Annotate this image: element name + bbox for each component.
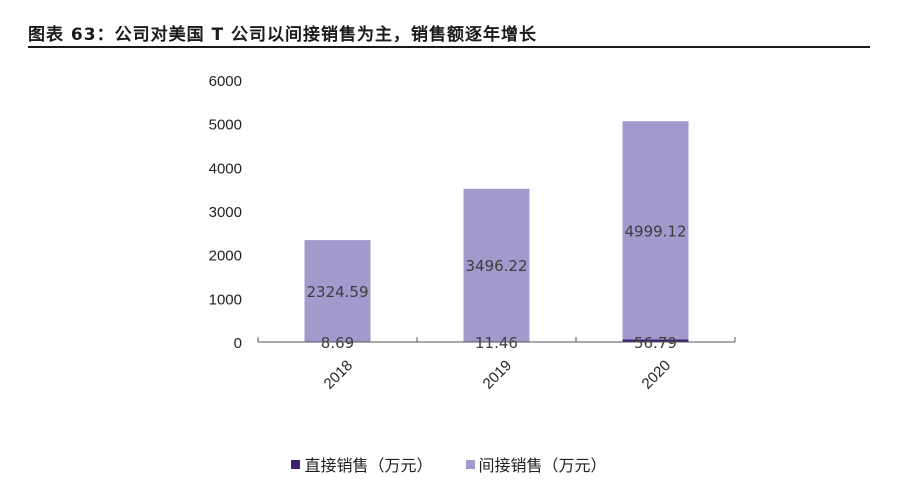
data-label-indirect: 3496.22 — [465, 257, 527, 275]
data-label-direct: 8.69 — [321, 334, 354, 352]
title-underline — [28, 46, 870, 48]
data-label-direct: 11.46 — [475, 334, 518, 352]
chart-title: 图表 63：公司对美国 T 公司以间接销售为主，销售额逐年增长 — [28, 25, 538, 45]
legend-swatch-indirect — [465, 459, 475, 469]
y-tick-label: 2000 — [209, 248, 242, 265]
chart-legend: 直接销售（万元） 间接销售（万元） — [0, 452, 898, 476]
data-label-direct: 56.79 — [634, 334, 677, 352]
y-tick-label: 6000 — [209, 73, 242, 90]
legend-label-direct: 直接销售（万元） — [304, 456, 433, 475]
x-tick-label: 2018 — [321, 357, 357, 393]
legend-item-direct: 直接销售（万元） — [291, 452, 432, 476]
legend-item-indirect: 间接销售（万元） — [465, 452, 607, 476]
y-tick-label: 4000 — [209, 160, 242, 177]
y-tick-label: 5000 — [209, 117, 242, 134]
legend-swatch-direct — [291, 459, 301, 469]
y-tick-label: 3000 — [209, 204, 242, 221]
data-label-indirect: 2324.59 — [306, 283, 368, 301]
data-label-indirect: 4999.12 — [624, 222, 686, 240]
y-tick-label: 0 — [234, 335, 242, 352]
x-tick-label: 2020 — [639, 357, 675, 393]
legend-label-indirect: 间接销售（万元） — [478, 456, 607, 475]
bar-indirect — [622, 121, 689, 340]
bar-direct — [622, 339, 689, 342]
bar-indirect — [304, 240, 371, 342]
x-tick-label: 2019 — [480, 357, 516, 393]
y-tick-label: 1000 — [209, 291, 242, 308]
bar-indirect — [463, 188, 530, 342]
